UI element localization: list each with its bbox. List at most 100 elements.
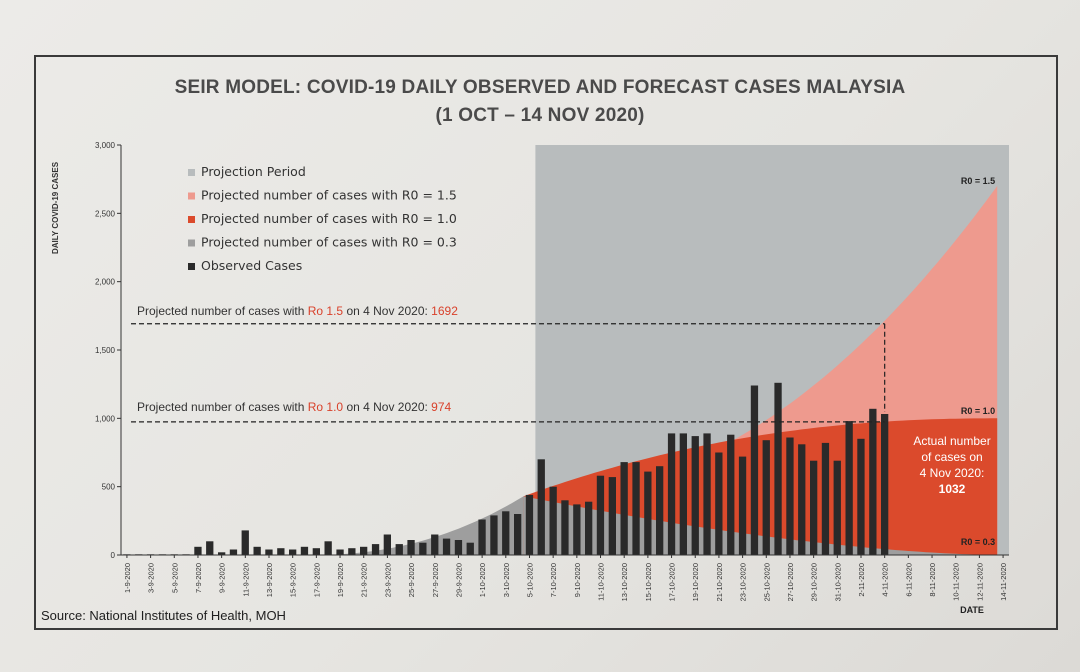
x-tick-label: 25-9-2020 (407, 563, 416, 597)
legend-swatch (188, 192, 195, 200)
r15-annotation: Projected number of cases with Ro 1.5 on… (137, 304, 458, 318)
observed-bar (679, 433, 687, 555)
x-tick-label: 7-10-2020 (549, 563, 558, 597)
observed-bar (727, 434, 735, 555)
observed-bar (490, 515, 498, 555)
x-tick-label: 6-11-2020 (904, 563, 913, 597)
observed-bar (881, 414, 889, 555)
observed-bar (218, 552, 226, 555)
chart-subtitle: (1 OCT – 14 NOV 2020) (435, 105, 645, 126)
x-tick-label: 25-10-2020 (762, 563, 771, 601)
observed-bar (833, 460, 841, 555)
observed-bar (431, 534, 439, 555)
observed-bar (738, 456, 747, 555)
x-tick-label: 4-11-2020 (881, 563, 890, 597)
legend-label: Observed Cases (201, 258, 302, 273)
observed-bar (691, 436, 699, 555)
observed-bar (336, 549, 344, 555)
observed-bar (442, 538, 451, 555)
observed-bar (608, 477, 616, 555)
observed-bar (620, 462, 628, 555)
x-tick-label: 17-10-2020 (668, 563, 677, 601)
observed-bar (419, 542, 427, 555)
actual-cases-annotation: 1032 (939, 482, 966, 496)
observed-bar (857, 438, 865, 555)
y-tick-label: 1,000 (95, 414, 116, 423)
series-label-r10: R0 = 1.0 (961, 406, 995, 416)
legend-swatch (188, 169, 195, 176)
x-tick-label: 27-10-2020 (786, 563, 795, 601)
x-tick-label: 31-10-2020 (833, 563, 842, 601)
observed-bar (277, 548, 285, 555)
observed-bar (798, 444, 806, 555)
observed-bar (644, 471, 652, 555)
legend-swatch (188, 216, 195, 223)
observed-bar (869, 408, 877, 555)
observed-bar (537, 459, 545, 555)
chart-frame (34, 55, 1058, 630)
x-axis-label: DATE (960, 605, 984, 615)
observed-bar (596, 475, 605, 555)
x-tick-label: 29-9-2020 (454, 563, 463, 597)
y-tick-label: 2,500 (95, 209, 116, 218)
x-tick-label: 15-9-2020 (289, 563, 298, 597)
r10-annotation: Projected number of cases with Ro 1.0 on… (137, 400, 452, 414)
observed-bar (845, 421, 853, 555)
y-tick-label: 500 (102, 483, 116, 492)
x-tick-label: 11-9-2020 (241, 563, 250, 597)
observed-bar (762, 440, 770, 555)
observed-bar (810, 460, 818, 555)
observed-bar (229, 549, 238, 555)
x-tick-label: 19-9-2020 (336, 563, 345, 597)
observed-bar (265, 549, 273, 555)
r03-pre-area (310, 496, 524, 555)
observed-bar (750, 385, 759, 555)
y-axis-label: DAILY COVID-19 CASES (51, 161, 60, 254)
x-tick-label: 14-11-2020 (999, 563, 1008, 601)
x-tick-label: 5-9-2020 (170, 563, 179, 593)
y-tick-label: 1,500 (95, 346, 116, 355)
legend-swatch (188, 239, 195, 247)
x-tick-label: 11-10-2020 (597, 563, 606, 601)
x-tick-label: 8-11-2020 (928, 563, 937, 597)
actual-cases-annotation: Actual number (913, 434, 990, 448)
observed-bar (549, 486, 557, 555)
observed-bar (312, 548, 320, 555)
observed-bar (525, 494, 534, 555)
x-tick-label: 5-10-2020 (526, 563, 535, 597)
observed-bar (703, 433, 711, 555)
observed-bar (206, 541, 214, 555)
observed-bar (395, 544, 403, 555)
legend-label: Projection Period (201, 164, 306, 179)
actual-cases-annotation: of cases on (921, 450, 982, 464)
x-tick-label: 10-11-2020 (952, 563, 961, 601)
observed-bar (360, 546, 368, 555)
x-tick-label: 9-10-2020 (573, 563, 582, 597)
observed-bar (786, 437, 794, 555)
chart-title: SEIR MODEL: COVID-19 DAILY OBSERVED AND … (174, 77, 906, 98)
observed-bar (289, 549, 297, 555)
r03-area (523, 496, 998, 555)
observed-bar (478, 519, 486, 555)
y-tick-label: 3,000 (95, 141, 116, 150)
x-tick-label: 29-10-2020 (810, 563, 819, 601)
observed-bar (348, 548, 356, 555)
observed-bar (774, 382, 782, 555)
legend-label: Projected number of cases with R0 = 1.0 (201, 211, 457, 226)
series-label-r15: R0 = 1.5 (961, 176, 995, 186)
observed-bar (466, 542, 474, 555)
x-tick-label: 21-10-2020 (715, 563, 724, 601)
x-tick-label: 12-11-2020 (975, 563, 984, 601)
y-tick-label: 0 (111, 551, 116, 560)
x-tick-label: 21-9-2020 (360, 563, 369, 597)
observed-bar (821, 442, 830, 555)
x-tick-label: 19-10-2020 (691, 563, 700, 601)
x-tick-label: 3-10-2020 (502, 563, 511, 597)
x-tick-label: 1-9-2020 (123, 563, 132, 593)
observed-bar (667, 433, 676, 555)
x-tick-label: 1-10-2020 (478, 563, 487, 597)
x-tick-label: 2-11-2020 (857, 563, 866, 597)
legend-label: Projected number of cases with R0 = 0.3 (201, 235, 457, 250)
x-tick-label: 23-10-2020 (739, 563, 748, 601)
